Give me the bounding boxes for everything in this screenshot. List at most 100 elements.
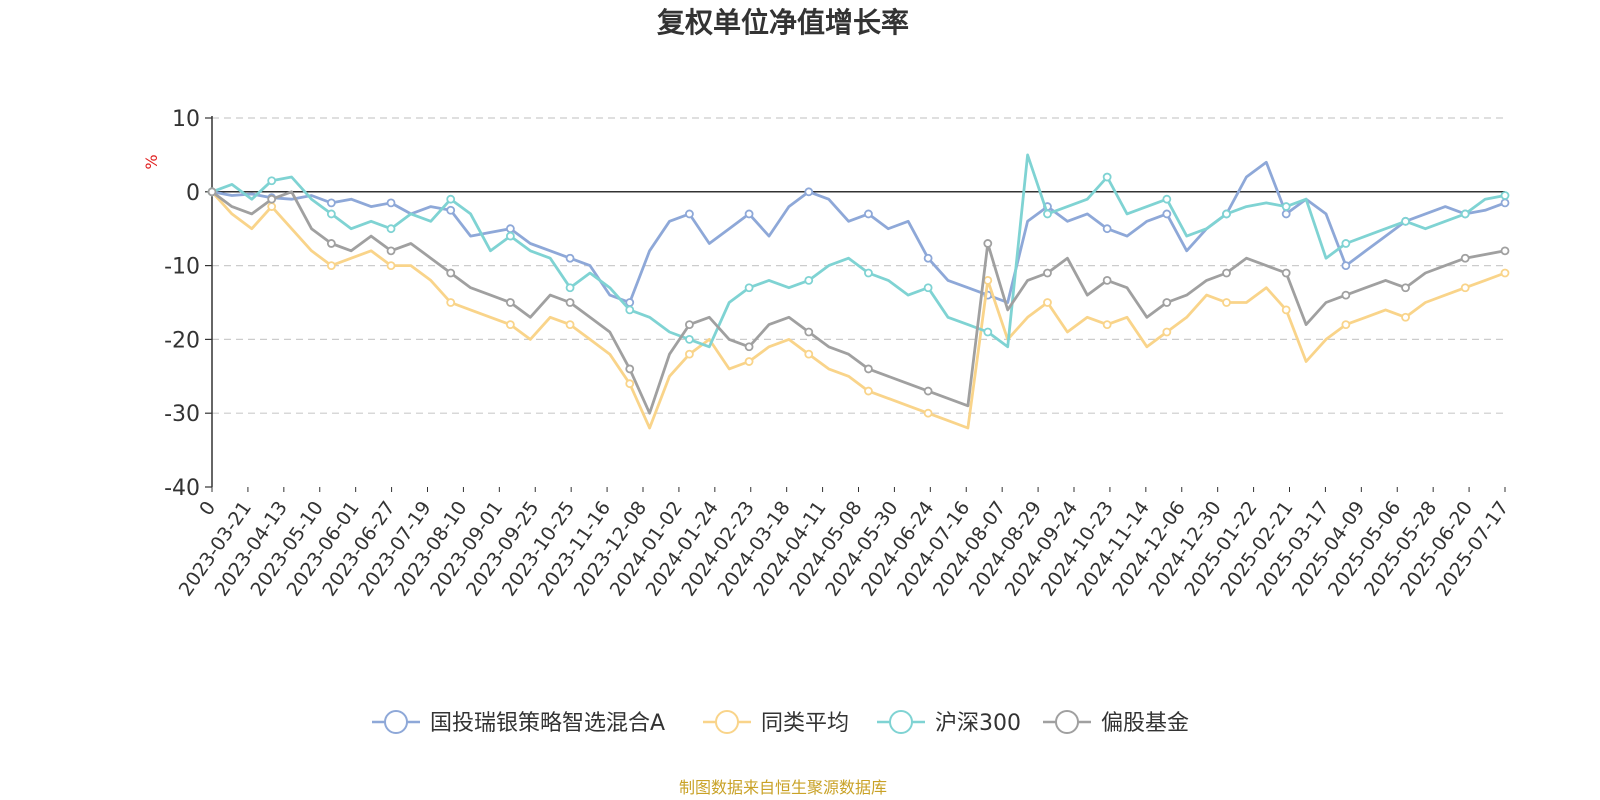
data-point — [1222, 209, 1231, 219]
data-point — [864, 386, 873, 396]
data-point — [267, 202, 277, 211]
data-point — [625, 305, 635, 315]
data-point — [1222, 298, 1231, 307]
data-point — [1162, 327, 1172, 337]
data-point — [744, 342, 754, 352]
data-point — [386, 261, 396, 271]
legend-marker — [1055, 710, 1079, 734]
data-point — [685, 349, 694, 359]
series-layer — [207, 153, 1510, 430]
legend-marker — [889, 710, 913, 734]
series-group — [207, 187, 1510, 415]
data-point — [565, 320, 575, 330]
data-point — [565, 253, 575, 263]
data-point — [267, 176, 277, 186]
legend-label: 偏股基金 — [1101, 711, 1189, 736]
series-line — [210, 190, 1506, 430]
data-point — [1460, 209, 1470, 219]
y-axis-unit: % — [142, 154, 161, 169]
data-point — [1043, 209, 1052, 219]
y-tick-label: -30 — [164, 402, 200, 427]
data-point — [505, 320, 515, 330]
data-point — [744, 283, 754, 293]
data-point — [565, 298, 575, 307]
data-point — [326, 261, 336, 271]
data-point — [267, 194, 277, 204]
data-point — [1500, 268, 1510, 278]
data-point — [1341, 261, 1351, 271]
data-point — [1102, 275, 1112, 285]
chart-title: 复权单位净值增长率 — [657, 6, 909, 39]
data-point — [1162, 194, 1172, 204]
grid-lines — [212, 117, 1505, 414]
source-note: 制图数据来自恒生聚源数据库 — [679, 778, 887, 797]
data-point — [804, 327, 814, 337]
x-tick-label: 0 — [195, 497, 220, 520]
y-tick-label: 0 — [186, 181, 200, 206]
data-point — [1281, 305, 1291, 315]
data-point — [326, 239, 336, 248]
data-point — [386, 224, 396, 234]
data-point — [804, 275, 814, 285]
data-point — [685, 209, 694, 219]
data-point — [1281, 268, 1291, 278]
data-point — [326, 209, 336, 219]
data-point — [505, 231, 515, 241]
data-point — [326, 198, 336, 208]
data-point — [1222, 268, 1231, 278]
data-point — [625, 298, 635, 307]
data-point — [1341, 239, 1351, 248]
data-point — [685, 320, 694, 330]
data-point — [446, 268, 456, 278]
legend-label: 国投瑞银策略智选混合A — [430, 711, 665, 736]
series-group — [207, 160, 1510, 307]
legend-marker — [384, 710, 408, 734]
data-point — [864, 268, 873, 278]
data-point — [923, 386, 933, 396]
data-point — [1162, 209, 1172, 219]
y-tick-label: 10 — [172, 107, 200, 132]
series-line — [211, 160, 1506, 304]
data-point — [625, 364, 635, 374]
data-point — [386, 198, 396, 208]
data-point — [1281, 209, 1291, 219]
data-point — [446, 194, 456, 204]
legend-item[interactable]: 同类平均 — [703, 710, 849, 736]
data-point — [1401, 283, 1410, 293]
data-point — [983, 239, 993, 248]
data-point — [1102, 172, 1112, 182]
data-point — [446, 205, 456, 215]
data-point — [1162, 298, 1172, 307]
data-point — [446, 298, 456, 307]
data-point — [1500, 246, 1510, 256]
data-point — [983, 327, 993, 337]
data-point — [923, 408, 933, 418]
data-point — [923, 253, 933, 263]
data-point — [625, 379, 635, 389]
data-point — [983, 275, 993, 285]
data-point — [1500, 191, 1510, 200]
legend-item[interactable]: 偏股基金 — [1043, 710, 1189, 736]
data-point — [804, 349, 814, 359]
data-point — [1043, 268, 1052, 278]
data-point — [1102, 224, 1112, 234]
legend-label: 同类平均 — [761, 711, 849, 736]
legend-item[interactable]: 国投瑞银策略智选混合A — [372, 710, 665, 736]
data-point — [864, 209, 873, 219]
data-point — [565, 283, 575, 293]
data-point — [386, 246, 396, 256]
data-point — [1401, 216, 1410, 226]
data-point — [1043, 298, 1052, 307]
legend: 国投瑞银策略智选混合A 同类平均 沪深300 偏股基金 — [372, 710, 1189, 736]
x-axis: 02023-03-212023-04-132023-05-102023-06-0… — [175, 487, 1513, 600]
data-point — [923, 283, 933, 293]
y-tick-label: -20 — [164, 328, 200, 353]
y-axis: 10 0 -10 -20 -30 -40 — [164, 107, 213, 501]
data-point — [804, 187, 814, 197]
y-tick-label: -40 — [164, 476, 200, 501]
data-point — [505, 224, 515, 234]
data-point — [207, 187, 217, 197]
data-point — [1401, 312, 1410, 322]
legend-item[interactable]: 沪深300 — [877, 710, 1021, 736]
